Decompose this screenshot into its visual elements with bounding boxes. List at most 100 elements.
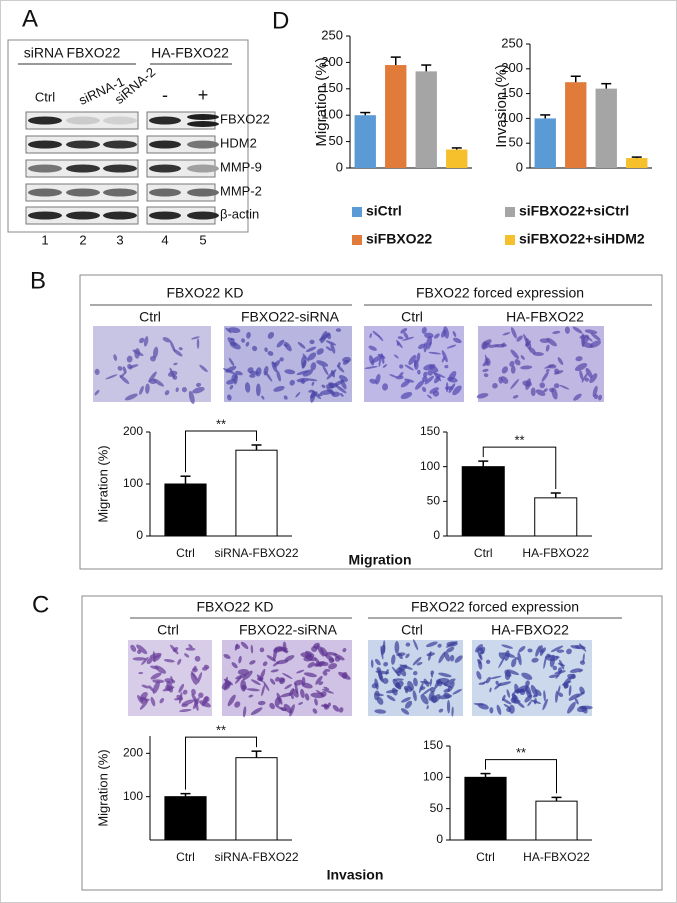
- cell: [382, 677, 389, 684]
- cell: [452, 385, 462, 396]
- cell: [380, 644, 386, 655]
- y-tick-label: 250: [501, 35, 523, 50]
- cell: [438, 708, 444, 713]
- cell: [446, 344, 457, 349]
- cell: [302, 369, 313, 377]
- cell: [530, 684, 538, 697]
- cell: [240, 641, 249, 650]
- x-tick-label: Ctrl: [476, 850, 495, 864]
- cell: [139, 696, 148, 703]
- cell: [250, 679, 261, 686]
- cell: [311, 381, 315, 386]
- cell: [544, 364, 555, 369]
- cell: [280, 692, 294, 698]
- cell: [420, 694, 429, 705]
- cell: [289, 704, 295, 717]
- cell: [374, 709, 387, 714]
- cell: [443, 678, 456, 686]
- bar: [446, 149, 468, 168]
- cell: [524, 687, 531, 696]
- cell: [266, 655, 277, 662]
- cell: [423, 371, 428, 378]
- cell: [553, 383, 560, 389]
- cell: [325, 346, 332, 351]
- blot-band: [66, 116, 100, 125]
- cell: [555, 655, 560, 659]
- cell: [402, 336, 415, 341]
- cell: [338, 374, 348, 382]
- cell: [245, 341, 250, 347]
- cell: [510, 365, 516, 374]
- x-tick-label: HA-FBXO22: [523, 850, 590, 864]
- cell: [428, 351, 442, 355]
- cell: [182, 689, 188, 695]
- cell: [335, 384, 347, 394]
- cell: [225, 365, 237, 373]
- cell: [234, 643, 238, 651]
- cell: [315, 675, 323, 685]
- cell: [517, 701, 525, 708]
- image-label: FBXO22-siRNA: [241, 309, 340, 325]
- cell: [497, 681, 512, 687]
- cell: [292, 688, 299, 698]
- image-label: Ctrl: [157, 622, 179, 638]
- bar: [385, 65, 407, 168]
- cell: [422, 688, 431, 696]
- cell: [427, 394, 432, 399]
- cell: [191, 693, 199, 705]
- cell: [234, 701, 241, 708]
- cell: [270, 678, 276, 685]
- cell: [296, 370, 309, 376]
- cell: [416, 352, 421, 363]
- cell: [175, 387, 179, 392]
- cell: [276, 339, 285, 348]
- cell: [423, 678, 430, 687]
- blot-band: [103, 140, 137, 149]
- cell: [223, 654, 231, 659]
- cell: [531, 657, 539, 663]
- cell: [400, 328, 408, 334]
- cell: [549, 387, 554, 393]
- bar: [461, 466, 505, 537]
- lane-number: 1: [41, 232, 48, 247]
- y-tick-label: 50: [430, 801, 444, 815]
- cell: [305, 650, 315, 658]
- significance-bracket: [185, 430, 257, 473]
- cell: [417, 369, 421, 375]
- cell: [322, 365, 329, 376]
- y-tick-label: 100: [501, 110, 523, 125]
- cell: [132, 657, 147, 661]
- cell: [269, 702, 275, 710]
- cell: [382, 364, 387, 368]
- cell: [590, 332, 601, 341]
- y-tick-label: 150: [321, 80, 343, 95]
- cell: [329, 382, 335, 389]
- cell: [184, 653, 190, 658]
- cell: [272, 661, 280, 667]
- cell: [316, 360, 329, 367]
- protein-label: MMP-2: [220, 183, 262, 198]
- protein-label: β-actin: [220, 206, 259, 221]
- y-tick-label: 0: [436, 832, 443, 846]
- panel-header: FBXO22 forced expression: [416, 285, 584, 301]
- significance-label: **: [516, 745, 526, 760]
- cell: [424, 375, 435, 385]
- cell: [542, 698, 548, 711]
- cell: [508, 704, 515, 714]
- cell: [307, 661, 315, 668]
- cell: [506, 669, 520, 676]
- cell: [397, 652, 403, 660]
- cell: [454, 655, 463, 663]
- cell: [510, 378, 520, 390]
- cell: [117, 366, 123, 371]
- cell: [279, 647, 289, 653]
- cell: [323, 686, 330, 691]
- cell: [310, 362, 317, 371]
- cell: [173, 362, 178, 366]
- y-tick-label: 100: [123, 476, 143, 490]
- blot-band: [103, 211, 137, 220]
- cell: [146, 657, 153, 665]
- blot-band: [28, 211, 62, 220]
- cell: [136, 644, 148, 655]
